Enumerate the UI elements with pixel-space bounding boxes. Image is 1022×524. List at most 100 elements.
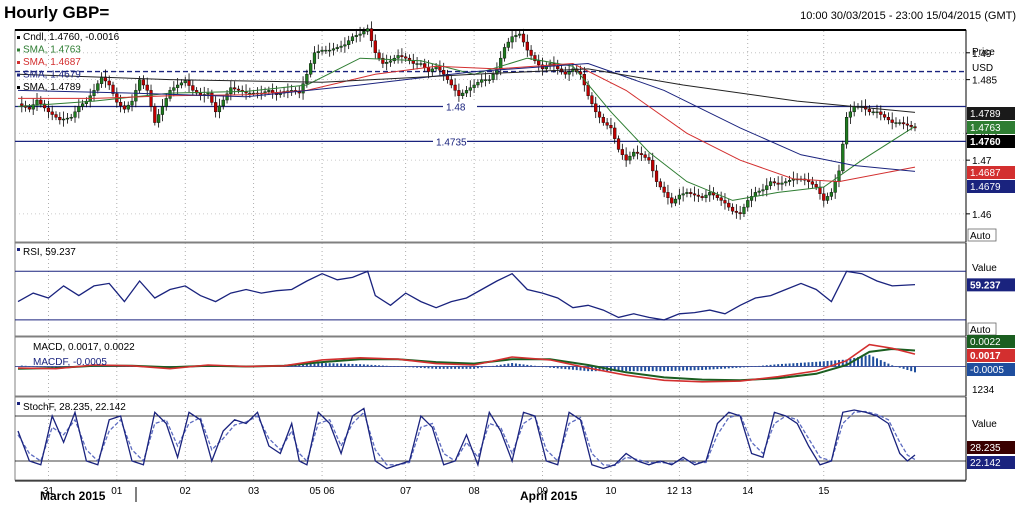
macd-hist-bar	[716, 366, 719, 370]
candle-body	[537, 60, 541, 66]
candle-body	[696, 194, 700, 197]
candle-body	[662, 186, 666, 193]
macd-hist-bar	[359, 364, 362, 367]
candle-body	[50, 111, 54, 115]
legend-macdf: MACDF, -0.0005	[33, 357, 107, 368]
macd-hist-bar	[476, 366, 479, 369]
candle-body	[616, 138, 621, 150]
macd-hist-bar	[682, 366, 685, 371]
candle-body	[339, 45, 343, 48]
candle-body	[605, 122, 609, 126]
macd-hist-bar	[613, 366, 616, 372]
macd-hist-bar	[910, 366, 913, 372]
macd-hist-bar	[796, 363, 799, 367]
macd-hist-bar	[36, 366, 39, 367]
macd-hist-bar	[803, 362, 806, 367]
macd-value-tag-label: -0.0005	[970, 365, 1004, 376]
macd-hist-bar	[640, 366, 643, 372]
stoch-k-line	[17, 407, 916, 470]
candle-body	[521, 33, 526, 43]
candle-body	[894, 122, 898, 124]
chart-title: Hourly GBP=	[4, 3, 110, 22]
macd-hist-bar	[397, 366, 400, 367]
macd-hist-bar	[754, 366, 757, 367]
macd-hist-bar	[894, 366, 897, 367]
macd-hist-bar	[313, 363, 316, 367]
macd-hist-bar	[552, 366, 555, 369]
macd-hist-bar	[788, 363, 791, 367]
macd-hist-bar	[704, 366, 707, 370]
candle-body	[844, 117, 849, 145]
candle-body	[43, 103, 47, 109]
legend-swatch	[17, 73, 20, 77]
macd-hist-bar	[678, 366, 681, 371]
candle-body	[810, 181, 814, 185]
x-tick-label: 12 13	[667, 486, 692, 497]
macd-hist-bar	[400, 366, 403, 367]
macd-hist-bar	[438, 366, 441, 369]
rsi-line	[17, 270, 916, 321]
x-tick-label: 08	[469, 486, 481, 497]
candle-body	[457, 90, 461, 96]
candle-body	[324, 49, 328, 52]
macd-hist-bar	[404, 366, 407, 367]
candle-body	[719, 197, 723, 201]
candle-body	[822, 193, 826, 201]
candle-body	[354, 35, 358, 37]
candle-body	[871, 111, 875, 114]
auto-scale-button[interactable]	[967, 228, 997, 242]
macd-hist-bar	[522, 364, 525, 367]
macd-hist-bar	[621, 366, 624, 372]
candle-body	[461, 92, 465, 96]
x-tick-label: 14	[742, 486, 754, 497]
candle-body	[153, 106, 157, 123]
macd-hist-bar	[305, 364, 308, 367]
macd-hist-bar	[822, 361, 825, 367]
candle-body	[784, 181, 788, 184]
stoch-value-tag	[967, 456, 1015, 469]
macd-hist-bar	[651, 366, 654, 372]
candle-body	[122, 105, 127, 110]
macd-hist-bar	[818, 361, 821, 367]
legend-sma2: SMA, 1.4687	[23, 57, 81, 68]
level-label: 1.48	[446, 102, 466, 113]
macd-hist-bar	[537, 366, 540, 367]
stoch-value-tag-label: 22.142	[970, 458, 1001, 469]
macd-hist-bar	[469, 366, 472, 369]
candle-body	[157, 114, 161, 123]
candle-body	[320, 49, 324, 52]
macd-hist-bar	[761, 365, 764, 367]
macd-hist-bar	[419, 366, 422, 368]
macd-hist-bar	[492, 365, 495, 367]
candle-body	[875, 111, 879, 114]
candle-body	[597, 111, 602, 118]
candle-body	[453, 84, 457, 91]
macd-hist-bar	[340, 363, 343, 367]
candle-body	[472, 84, 476, 88]
macd-hist-bar	[503, 364, 506, 367]
legend-swatch	[17, 48, 20, 52]
candle-body	[909, 125, 913, 127]
candle-body	[620, 149, 624, 155]
candle-body	[84, 100, 89, 104]
macd-hist-bar	[47, 366, 50, 368]
candle-body	[35, 99, 39, 105]
macd-hist-bar	[499, 364, 502, 367]
macd-hist-bar	[454, 366, 457, 369]
candle-body	[806, 180, 811, 182]
candle-body	[480, 79, 484, 83]
macd-hist-bar	[298, 365, 301, 367]
price-value-tag	[967, 121, 1015, 134]
macd-hist-bar	[887, 363, 890, 367]
candles-group	[20, 21, 917, 220]
macd-hist-bar	[731, 366, 734, 369]
macd-hist-bar	[507, 363, 510, 367]
macd-hist-bar	[636, 366, 639, 372]
candle-body	[225, 93, 229, 101]
macd-hist-bar	[579, 366, 582, 371]
macd-hist-bar	[841, 359, 844, 367]
macd-hist-bar	[826, 360, 829, 367]
macd-hist-bar	[545, 366, 548, 368]
candle-body	[126, 104, 130, 110]
macd-hist-bar	[898, 366, 901, 368]
